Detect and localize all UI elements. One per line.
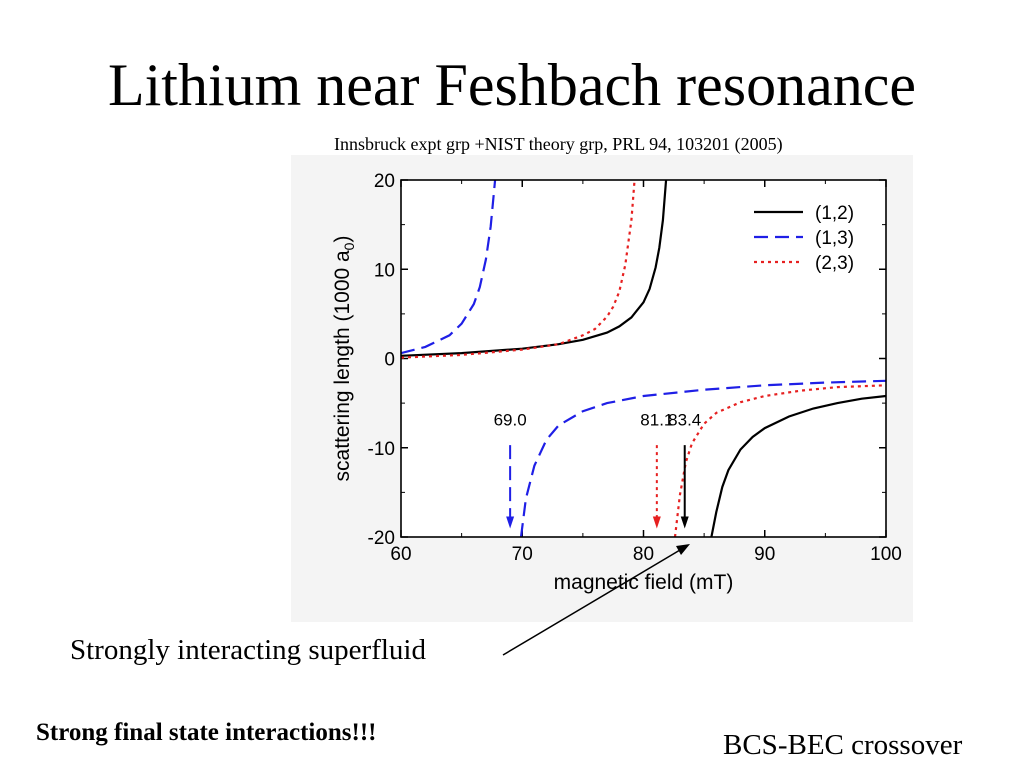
x-tick-label: 80 [633, 544, 654, 565]
resonance-arrow-head [506, 516, 515, 529]
y-tick-label: -10 [368, 439, 395, 460]
series-line-(2,3) [401, 180, 636, 359]
series-line-(1,3) [401, 180, 497, 355]
x-tick-label: 70 [512, 544, 533, 565]
y-axis-label: scattering length (1000 a0) [331, 236, 357, 482]
figure-panel: 60 70 80 90 100 20 10 0 -10 -20 magnetic field (mT… [291, 155, 913, 622]
x-tick-label: 60 [390, 544, 411, 565]
plot-background [401, 180, 886, 537]
plot-area [401, 180, 886, 537]
slide-title: Lithium near Feshbach resonance [107, 52, 917, 118]
y-tick-label: 20 [374, 171, 395, 192]
annotation-label: Strongly interacting superfluid [70, 634, 426, 666]
y-tick-label: -20 [368, 528, 395, 549]
resonance-label: 69.0 [494, 410, 527, 429]
crossover-note: BCS-BEC crossover [723, 729, 963, 761]
x-axis-label: magnetic field (mT) [554, 571, 734, 594]
resonance-label: 83.4 [668, 410, 701, 429]
bold-note: Strong final state interactions!!! [36, 719, 377, 746]
legend-label: (1,2) [815, 203, 854, 224]
legend-label: (1,3) [815, 228, 854, 249]
x-tick-label: 100 [870, 544, 902, 565]
resonance-arrow-head [652, 516, 661, 529]
series-line-(1,3) [519, 379, 886, 537]
citation: Innsbruck expt grp +NIST theory grp, PRL… [334, 134, 783, 154]
resonance-arrow-head [680, 516, 689, 529]
resonance-label: 81.1 [640, 410, 673, 429]
series-line-(1,2) [710, 394, 886, 537]
plot-frame [400, 179, 887, 538]
legend-label: (2,3) [815, 253, 854, 274]
y-tick-label: 10 [374, 260, 395, 281]
x-tick-label: 90 [754, 544, 775, 565]
y-tick-label: 0 [384, 350, 395, 371]
